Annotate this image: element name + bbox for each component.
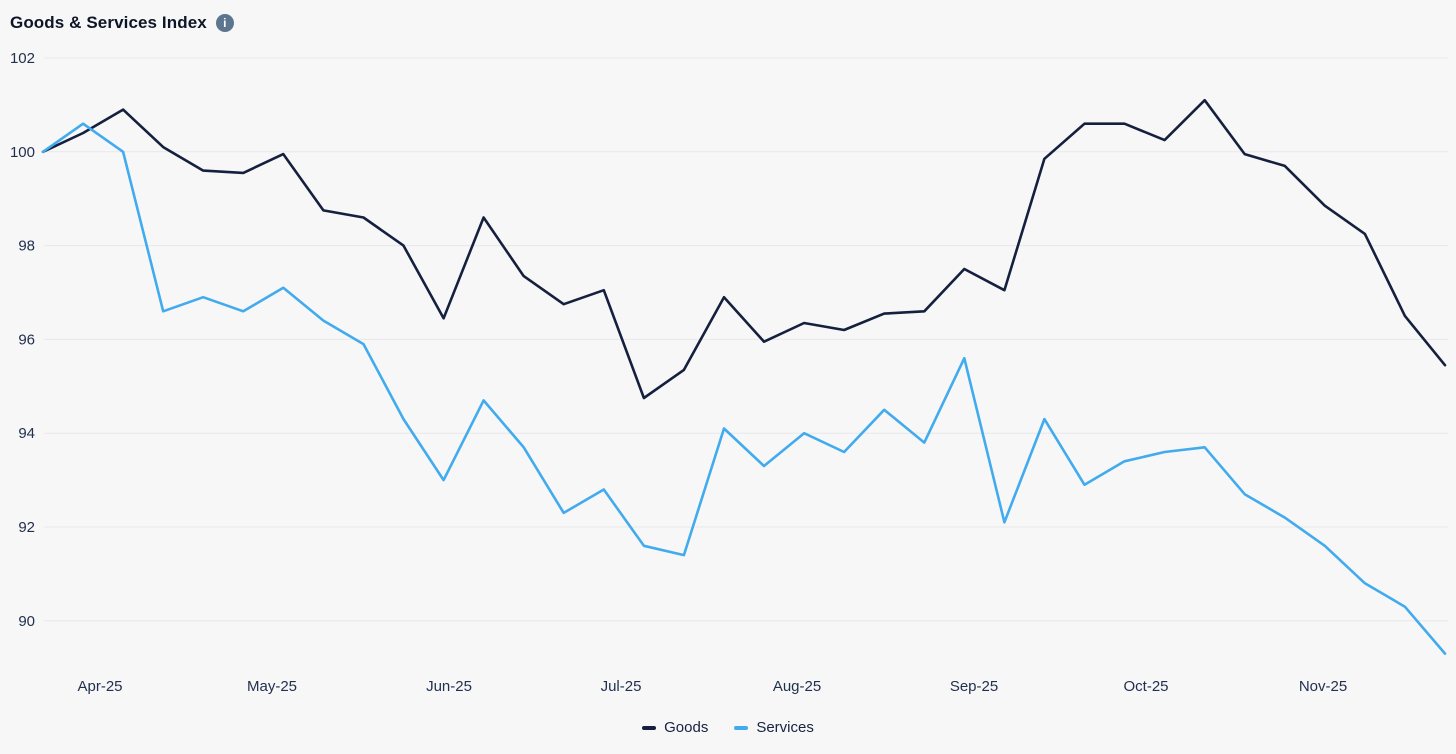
services-line-swatch xyxy=(734,725,749,730)
y-axis-tick-label: 92 xyxy=(18,519,35,536)
y-axis-tick-label: 96 xyxy=(18,331,35,348)
goods-line[interactable] xyxy=(41,98,1447,400)
x-axis-tick-label: Jul-25 xyxy=(601,678,642,695)
page-title: Goods & Services Index xyxy=(10,13,207,32)
x-axis-tick-label: Nov-25 xyxy=(1299,678,1347,695)
legend-label-services: Services xyxy=(756,719,814,736)
legend-label-goods: Goods xyxy=(664,719,709,736)
chart-legend: Goods Services xyxy=(0,719,1456,736)
y-axis-tick-label: 94 xyxy=(18,425,35,442)
chart-header: Goods & Services Index i xyxy=(10,13,234,33)
goods-line-swatch xyxy=(642,725,657,730)
info-icon[interactable]: i xyxy=(215,14,234,32)
x-axis-tick-label: Jun-25 xyxy=(426,678,472,695)
y-axis-tick-label: 98 xyxy=(18,238,35,255)
y-axis-tick-label: 90 xyxy=(18,613,35,630)
x-axis-tick-label: Sep-25 xyxy=(950,678,998,695)
legend-item-services[interactable]: Services xyxy=(734,719,814,736)
x-axis-tick-label: Oct-25 xyxy=(1123,678,1168,695)
x-axis-tick-label: Apr-25 xyxy=(77,678,122,695)
x-axis-tick-label: May-25 xyxy=(247,678,297,695)
legend-item-goods[interactable]: Goods xyxy=(642,719,708,736)
y-axis-tick-label: 100 xyxy=(10,144,35,161)
y-axis-tick-label: 102 xyxy=(10,50,35,67)
x-axis-tick-label: Aug-25 xyxy=(773,678,821,695)
services-line[interactable] xyxy=(41,122,1447,655)
